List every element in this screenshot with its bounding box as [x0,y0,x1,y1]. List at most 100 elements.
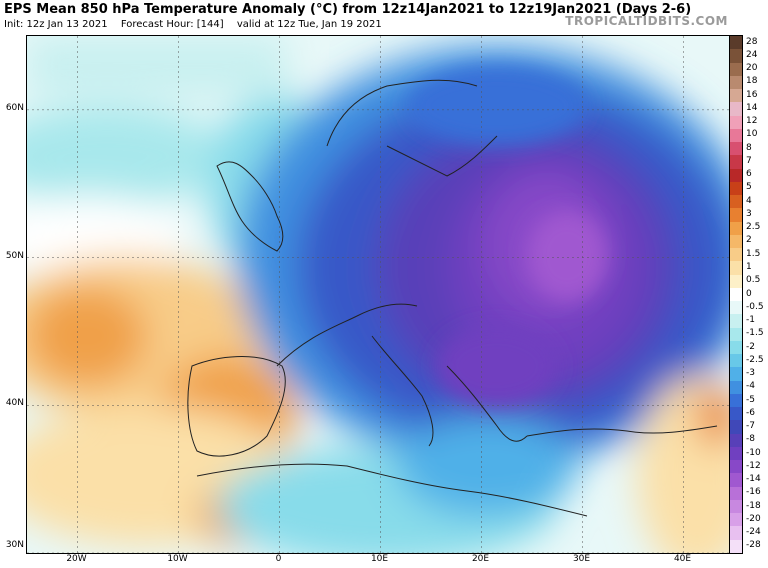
colorbar-swatch [730,526,742,541]
coast-italy [371,335,434,447]
colorbar-swatch [730,354,742,368]
colorbar-swatch [730,248,742,262]
colorbar-label: 3 [746,208,752,219]
colorbar-label: 12 [746,116,758,127]
colorbar-swatch [730,128,742,143]
lon-label: 20W [66,554,87,564]
colorbar-swatch [730,62,742,77]
colorbar-swatch [730,208,742,223]
colorbar-swatch [730,473,742,488]
coast-iberia [187,356,286,457]
colorbar-label: -10 [746,447,761,458]
anomaly-map [26,35,730,554]
colorbar-label: 10 [746,129,758,140]
coast-north-africa [196,463,588,517]
colorbar-swatch [730,327,742,342]
colorbar [729,35,743,554]
colorbar-swatch [730,36,742,50]
coast-baltic [386,135,498,177]
coast-balkans [446,365,528,442]
colorbar-swatch [730,89,742,103]
colorbar-swatch [730,181,742,196]
header: EPS Mean 850 hPa Temperature Anomaly (°C… [2,0,691,34]
subtitle: Init: 12z Jan 13 2021 Forecast Hour: [14… [4,19,392,30]
colorbar-swatch [730,393,742,408]
colorbar-label: 2 [746,235,752,246]
colorbar-swatch [730,261,742,276]
colorbar-label: 14 [746,102,758,113]
colorbar-swatch [730,340,742,355]
init-time: Init: 12z Jan 13 2021 [4,19,108,30]
colorbar-label: -14 [746,474,761,485]
colorbar-label: 0 [746,288,752,299]
colorbar-swatch [730,367,742,382]
map-canvas [27,36,729,553]
valid-time: valid at 12z Tue, Jan 19 2021 [236,19,382,30]
coast-scandinavia [326,79,478,147]
forecast-hour: Forecast Hour: [144] [120,19,224,30]
colorbar-swatch [730,301,742,315]
lon-label: 30E [572,554,591,564]
lon-label: 10E [370,554,389,564]
lat-label: 50N [5,250,24,261]
colorbar-label: -1.5 [746,328,764,339]
coast-biscay-france [276,303,418,367]
colorbar-label: 2.5 [746,222,761,233]
colorbar-label: -18 [746,500,761,511]
colorbar-swatch [730,221,742,236]
colorbar-swatch [730,115,742,130]
lat-label: 40N [5,398,24,409]
colorbar-label: -20 [746,513,761,524]
lon-label: 0 [275,554,282,564]
colorbar-label: -12 [746,460,761,471]
colorbar-swatch [730,433,742,448]
anomaly-field [27,36,729,553]
coast-turkey [526,425,718,437]
colorbar-swatch [730,142,742,156]
coast-britain [216,161,284,252]
colorbar-swatch [730,407,742,421]
colorbar-swatch [730,168,742,183]
colorbar-label: -7 [746,421,755,432]
colorbar-label: -5 [746,394,755,405]
colorbar-label: 24 [746,49,758,60]
page-title: EPS Mean 850 hPa Temperature Anomaly (°C… [4,2,692,17]
colorbar-label: -2 [746,341,755,352]
colorbar-label: 4 [746,195,752,206]
colorbar-label: 7 [746,155,752,166]
colorbar-swatch [730,155,742,170]
colorbar-label: 18 [746,76,758,87]
colorbar-label: 28 [746,36,758,47]
colorbar-label: -28 [746,540,761,551]
colorbar-label: 6 [746,169,752,180]
lon-label: 40E [673,554,692,564]
lon-label: 20E [471,554,490,564]
colorbar-swatch [730,513,742,527]
colorbar-label: 16 [746,89,758,100]
colorbar-swatch [730,102,742,117]
brand-watermark: TROPICALTIDBITS.COM [565,14,728,28]
colorbar-swatch [730,274,742,289]
colorbar-label: 1 [746,261,752,272]
lon-label: 10W [167,554,188,564]
colorbar-swatch [730,314,742,329]
colorbar-swatch [730,234,742,249]
colorbar-label: -2.5 [746,354,764,365]
colorbar-label: 8 [746,142,752,153]
colorbar-label: -16 [746,487,761,498]
colorbar-label: 20 [746,63,758,74]
colorbar-label: 5 [746,182,752,193]
colorbar-swatch [730,420,742,435]
colorbar-label: -4 [746,381,755,392]
anomaly-detail [407,66,607,406]
colorbar-label: 1.5 [746,248,761,259]
colorbar-label: -24 [746,527,761,538]
colorbar-swatch [730,486,742,501]
colorbar-swatch [730,49,742,63]
colorbar-swatch [730,446,742,461]
colorbar-label: -8 [746,434,755,445]
lat-label: 30N [5,540,24,550]
colorbar-swatch [730,460,742,474]
colorbar-label: -6 [746,407,755,418]
colorbar-swatch [730,380,742,395]
